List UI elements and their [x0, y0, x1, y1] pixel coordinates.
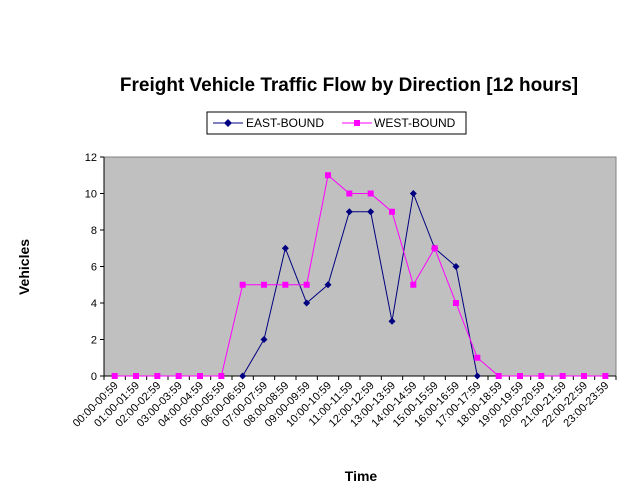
- data-point-east-bound: [281, 244, 289, 252]
- data-point-west-bound: [410, 281, 417, 288]
- data-point-west-bound: [175, 373, 182, 379]
- data-point-east-bound: [367, 208, 375, 216]
- y-axis-title: Vehicles: [16, 239, 32, 295]
- data-point-west-bound: [303, 281, 310, 288]
- data-point-west-bound: [453, 300, 459, 306]
- legend-marker-west: [354, 120, 360, 126]
- y-tick-label: 2: [91, 335, 97, 347]
- data-point-east-bound: [239, 372, 247, 380]
- y-tick-label: 12: [85, 152, 97, 164]
- data-point-east-bound: [303, 299, 311, 307]
- data-point-east-bound: [452, 263, 460, 270]
- data-point-west-bound: [538, 373, 545, 379]
- data-point-west-bound: [282, 281, 289, 288]
- data-point-east-bound: [345, 208, 353, 216]
- data-point-east-bound: [409, 190, 417, 197]
- data-point-west-bound: [367, 190, 374, 197]
- data-point-west-bound: [581, 373, 587, 379]
- data-point-west-bound: [559, 373, 566, 379]
- plot-area: [103, 156, 617, 377]
- series-line-west-bound: [114, 174, 606, 377]
- data-point-west-bound: [602, 373, 609, 379]
- series-layer: [111, 172, 609, 380]
- series-line-east-bound: [242, 191, 478, 377]
- y-tick-label: 0: [91, 371, 97, 383]
- series-east-bound: [239, 190, 481, 380]
- data-point-west-bound: [154, 373, 161, 379]
- legend-box: [206, 111, 467, 135]
- data-point-west-bound: [218, 373, 225, 379]
- x-axis-title: Time: [345, 468, 378, 484]
- y-tick-label: 10: [85, 189, 97, 201]
- y-axis-ticks: 0 2 4 6 8 10 12: [85, 152, 104, 383]
- data-point-west-bound: [239, 281, 246, 288]
- data-point-west-bound: [474, 354, 481, 361]
- data-point-west-bound: [495, 373, 502, 379]
- legend-label-west: WEST-BOUND: [374, 116, 456, 130]
- data-point-west-bound: [389, 208, 395, 215]
- data-point-east-bound: [388, 317, 396, 325]
- data-point-west-bound: [111, 373, 118, 379]
- data-point-west-bound: [431, 245, 438, 252]
- x-axis-ticks: 00:00-00:5901:00-01:5902:00-02:5903:00-0…: [71, 376, 617, 430]
- legend: EAST-BOUND WEST-BOUND: [206, 111, 467, 135]
- data-point-west-bound: [261, 281, 267, 288]
- data-point-west-bound: [197, 373, 203, 379]
- series-west-bound: [111, 172, 609, 379]
- data-point-east-bound: [473, 372, 481, 380]
- data-point-west-bound: [133, 373, 139, 379]
- data-point-east-bound: [324, 281, 332, 289]
- data-point-west-bound: [517, 373, 523, 379]
- y-tick-label: 4: [91, 298, 97, 310]
- data-point-east-bound: [260, 336, 268, 343]
- data-point-west-bound: [346, 190, 353, 197]
- chart-title: Freight Vehicle Traffic Flow by Directio…: [120, 75, 578, 96]
- legend-label-east: EAST-BOUND: [246, 116, 324, 130]
- y-tick-label: 6: [91, 262, 97, 274]
- legend-marker-east: [224, 119, 232, 127]
- data-point-west-bound: [325, 172, 331, 179]
- y-tick-label: 8: [91, 225, 97, 237]
